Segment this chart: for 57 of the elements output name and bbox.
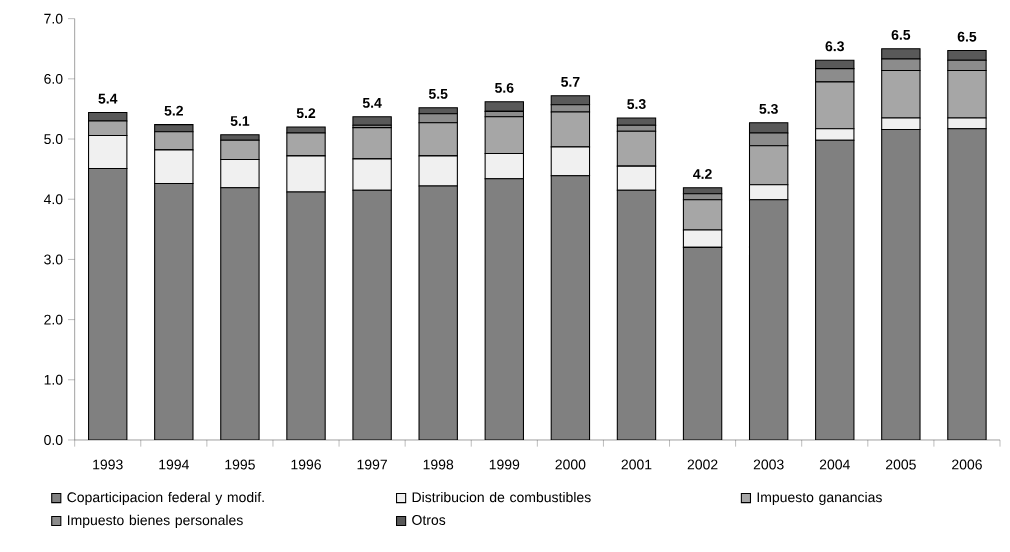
x-tick-label: 1998 xyxy=(423,459,454,470)
bar xyxy=(220,187,260,440)
bar xyxy=(881,128,921,440)
bar xyxy=(682,246,723,440)
x-tick-label: 2005 xyxy=(886,459,916,470)
y-tick-label: 2.0 xyxy=(44,314,63,325)
bar xyxy=(815,139,855,440)
total-label: 5.4 xyxy=(98,93,118,104)
total-label: 5.5 xyxy=(428,89,448,99)
x-tick-label: 1995 xyxy=(225,459,255,470)
y-tick-label: 1.0 xyxy=(44,374,63,385)
x-tick-label: 2000 xyxy=(555,459,586,470)
total-label: 6.5 xyxy=(957,31,977,42)
y-tick-label: 3.0 xyxy=(44,254,63,265)
bar xyxy=(550,175,591,440)
x-tick-label: 1999 xyxy=(489,459,520,470)
y-tick-label: 5.0 xyxy=(44,134,63,145)
bar xyxy=(748,199,789,440)
total-label: 5.4 xyxy=(362,98,382,108)
legend-label: Impuesto bienes personales xyxy=(67,514,243,528)
legend-label: Impuesto ganancias xyxy=(757,491,882,505)
total-label: 5.3 xyxy=(627,99,646,110)
x-tick-label: 1994 xyxy=(159,459,189,470)
y-tick-label: 6.0 xyxy=(44,73,63,84)
total-label: 5.2 xyxy=(164,105,183,116)
legend-label: Otros xyxy=(412,515,446,525)
bar xyxy=(352,116,392,126)
bar xyxy=(484,178,524,440)
bar xyxy=(286,191,326,440)
legend-label: Distribucion de combustibles xyxy=(412,491,591,503)
bar xyxy=(88,168,128,440)
bar xyxy=(616,189,657,440)
total-label: 5.1 xyxy=(230,116,250,126)
bar xyxy=(947,128,987,440)
y-tick-label: 0.0 xyxy=(44,435,63,445)
x-tick-label: 2003 xyxy=(753,459,784,470)
bar xyxy=(154,183,194,440)
x-tick-label: 2006 xyxy=(952,459,982,470)
total-label: 6.5 xyxy=(891,29,911,40)
total-label: 5.6 xyxy=(495,82,514,93)
x-tick-label: 2004 xyxy=(819,459,850,470)
x-tick-label: 1997 xyxy=(357,459,387,470)
bar xyxy=(352,189,392,440)
x-tick-label: 1993 xyxy=(93,459,123,470)
x-tick-label: 1996 xyxy=(291,459,321,470)
legend-label: Coparticipacion federal y modif. xyxy=(67,491,264,505)
total-label: 5.7 xyxy=(561,77,580,87)
y-tick-label: 4.0 xyxy=(43,194,63,205)
bar xyxy=(484,101,524,112)
total-label: 5.2 xyxy=(296,108,316,119)
total-label: 4.2 xyxy=(693,169,712,179)
total-label: 6.3 xyxy=(825,41,844,52)
y-tick-label: 7.0 xyxy=(44,13,63,24)
total-label: 5.3 xyxy=(759,103,778,114)
x-tick-label: 2002 xyxy=(687,459,718,470)
x-tick-label: 2001 xyxy=(621,459,652,470)
bar xyxy=(418,185,458,440)
